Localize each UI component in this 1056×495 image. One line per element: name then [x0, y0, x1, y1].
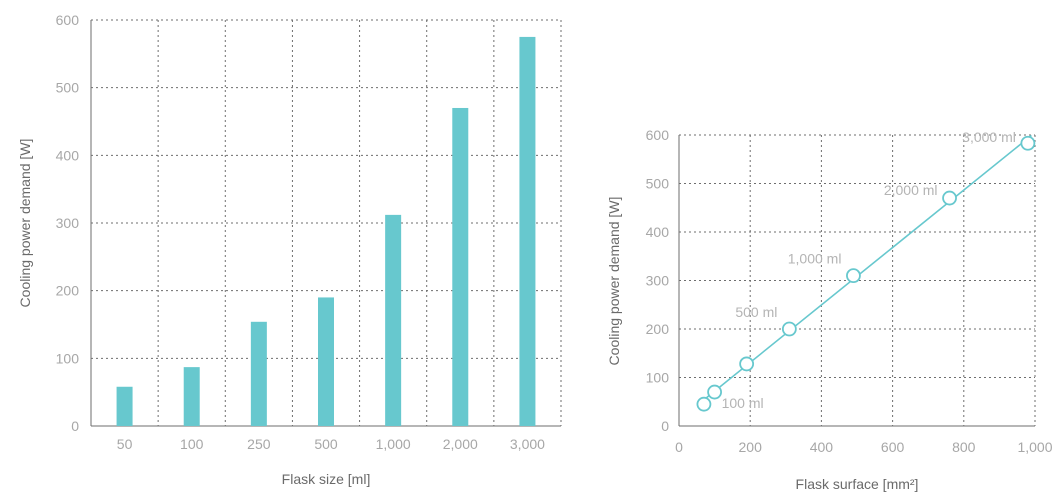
bar-chart-y-tick-label: 200 [56, 283, 80, 299]
line-chart-point-label: 1,000 ml [788, 251, 842, 267]
bar-chart-x-tick-label: 50 [117, 436, 133, 452]
line-chart-point-label: 2,000 ml [884, 182, 938, 198]
bar-chart-x-tick-label: 500 [314, 436, 338, 452]
bar [519, 36, 536, 427]
bar [250, 321, 267, 426]
bar-chart-y-tick-label: 100 [56, 350, 80, 366]
line-chart-point [696, 396, 712, 412]
line-chart-point [846, 268, 861, 284]
bar-chart-y-tick-label: 0 [71, 418, 79, 434]
line-chart-point-label: 3,000 ml [962, 129, 1016, 145]
line-chart-point-labels: 100 ml 500 ml 1,000 ml 2,000 ml 3,000 ml [722, 129, 1016, 411]
line-chart-point-label: 100 ml [722, 395, 764, 411]
bar-chart-y-axis-title: Cooling power demand [W] [17, 139, 33, 308]
line-chart-y-tick-label: 500 [646, 176, 670, 192]
bar-chart-bars [116, 36, 536, 427]
line-chart-point [739, 356, 755, 372]
line-chart-y-tick-label: 600 [646, 127, 670, 143]
line-chart-x-ticks: 0 200 400 600 800 1,000 [675, 439, 1053, 455]
line-chart-point [707, 384, 722, 400]
bar-chart-y-tick-label: 500 [56, 80, 80, 96]
bar [452, 107, 469, 426]
bar [385, 214, 402, 426]
bar [116, 386, 133, 426]
bar-chart-y-tick-label: 400 [56, 147, 80, 163]
bar-chart-x-tick-label: 3,000 [510, 436, 545, 452]
line-chart-point [1020, 135, 1036, 151]
bar-chart-x-axis-title: Flask size [ml] [282, 471, 371, 487]
bar-chart-flask-size: 0 100 200 300 400 500 600 50 100 250 500 1,000 2,00… [17, 12, 562, 487]
bar [183, 367, 200, 426]
line-chart-y-tick-label: 300 [646, 273, 670, 289]
bar [318, 297, 334, 426]
line-chart-y-tick-label: 200 [646, 321, 670, 337]
line-chart-y-tick-label: 0 [661, 418, 669, 434]
line-chart-y-tick-label: 100 [646, 370, 670, 386]
line-chart-flask-surface: 100 ml 500 ml 1,000 ml 2,000 ml 3,000 ml 0 10… [606, 127, 1053, 492]
line-chart-point [781, 321, 797, 337]
line-chart-points [696, 135, 1036, 412]
bar-chart-y-tick-label: 300 [56, 215, 80, 231]
line-chart-x-tick-label: 200 [739, 439, 763, 455]
bar-chart-x-tick-label: 2,000 [443, 436, 478, 452]
bar-chart-x-ticks: 50 100 250 500 1,000 2,000 3,000 [117, 436, 545, 452]
bar-chart-y-ticks: 0 100 200 300 400 500 600 [56, 12, 80, 434]
line-chart-y-ticks: 0 100 200 300 400 500 600 [646, 127, 670, 434]
line-chart-series-line [700, 134, 1032, 403]
line-chart-x-tick-label: 0 [675, 439, 683, 455]
line-chart-x-tick-label: 600 [881, 439, 905, 455]
bar-chart-x-tick-label: 1,000 [376, 436, 411, 452]
line-chart-grid [678, 134, 1036, 427]
line-chart-x-tick-label: 1,000 [1017, 439, 1052, 455]
line-chart-x-tick-label: 800 [952, 439, 976, 455]
line-chart-y-axis-title: Cooling power demand [W] [606, 197, 622, 366]
line-chart-point [942, 190, 957, 206]
bar-chart-x-tick-label: 250 [247, 436, 271, 452]
line-chart-x-axis-title: Flask surface [mm²] [796, 476, 919, 492]
line-chart-x-tick-label: 400 [810, 439, 834, 455]
bar-chart-y-tick-label: 600 [56, 12, 80, 28]
line-chart-y-tick-label: 400 [646, 224, 670, 240]
line-chart-series [700, 134, 1032, 403]
line-chart-point-label: 500 ml [735, 304, 777, 320]
bar-chart-x-tick-label: 100 [180, 436, 204, 452]
